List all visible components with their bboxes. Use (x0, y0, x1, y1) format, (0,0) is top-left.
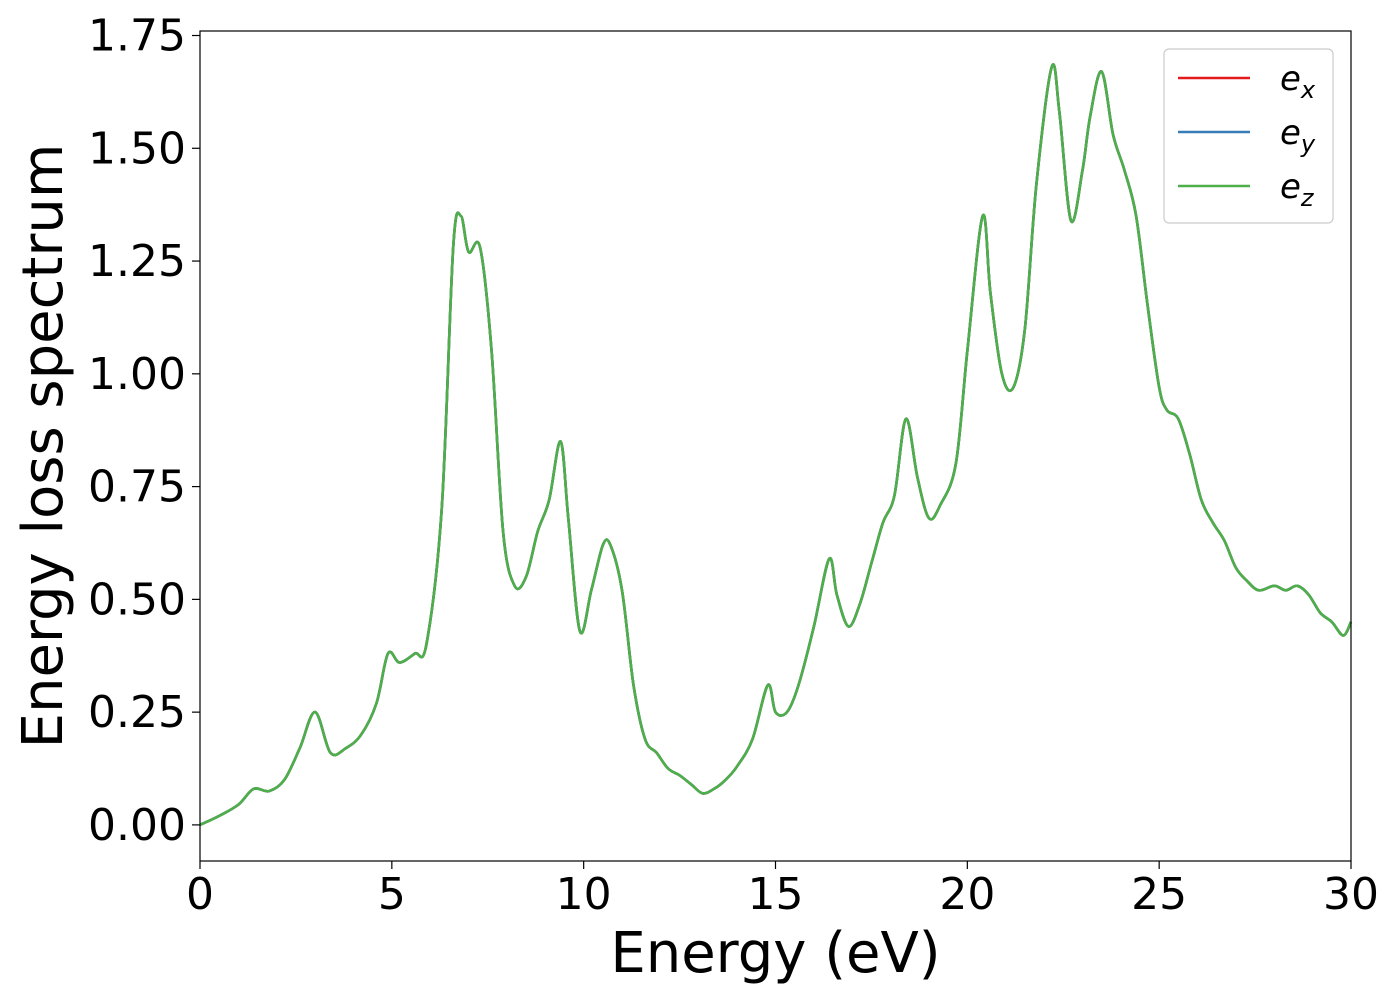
x-tick-label: 15 (748, 869, 804, 920)
x-tick-label: 5 (378, 869, 406, 920)
x-tick-label: 25 (1131, 869, 1187, 920)
y-tick-label: 1.25 (88, 236, 186, 287)
y-tick-label: 0.75 (88, 462, 186, 513)
series-layer (199, 63, 1353, 827)
x-tick-label: 10 (556, 869, 612, 920)
y-tick-label: 1.00 (88, 349, 186, 400)
legend-label-subscript: y (1300, 130, 1316, 158)
x-axis: 0 5 10 15 20 25 30 (186, 861, 1379, 920)
y-axis-label: Energy loss spectrum (11, 144, 76, 749)
legend-box (1163, 48, 1334, 224)
legend-label-subscript: z (1300, 184, 1315, 212)
y-axis: 0.00 0.25 0.50 0.75 1.00 1.25 1.50 1.75 (88, 11, 200, 851)
y-tick-label: 0.50 (88, 574, 186, 625)
legend-label-subscript: x (1300, 76, 1316, 104)
y-tick-label: 1.75 (88, 11, 186, 62)
series-line-e-z (199, 63, 1353, 827)
x-tick-label: 20 (939, 869, 995, 920)
y-tick-label: 0.25 (88, 687, 186, 738)
y-tick-label: 0.00 (88, 800, 186, 851)
x-tick-label: 0 (186, 869, 214, 920)
y-tick-label: 1.50 (88, 123, 186, 174)
x-tick-label: 30 (1323, 869, 1379, 920)
x-axis-label: Energy (eV) (610, 921, 940, 986)
